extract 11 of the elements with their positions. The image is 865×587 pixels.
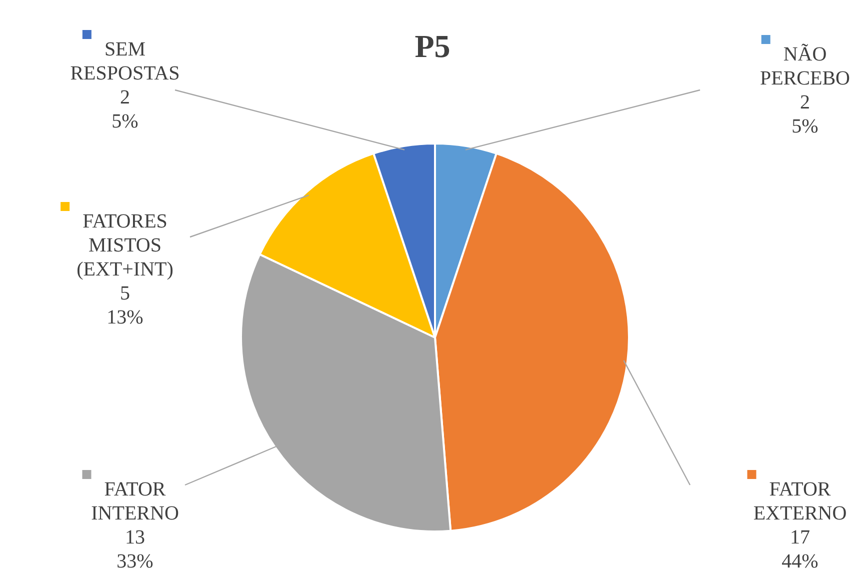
legend-label: FATORES MISTOS (EXT+INT) <box>76 210 174 280</box>
data-label: 13 33% <box>116 526 154 572</box>
legend-label: SEM RESPOSTAS <box>70 38 180 84</box>
legend-label: FATOR EXTERNO <box>753 478 847 524</box>
data-label: 5 13% <box>106 282 144 328</box>
data-label: 2 5% <box>792 91 818 138</box>
chart-title: P5 <box>414 28 450 64</box>
legend-label: FATOR INTERNO <box>91 478 179 524</box>
legend-label: NÃO PERCEBO <box>760 43 850 90</box>
data-label: 2 5% <box>112 86 138 132</box>
data-label: 17 44% <box>782 526 818 572</box>
